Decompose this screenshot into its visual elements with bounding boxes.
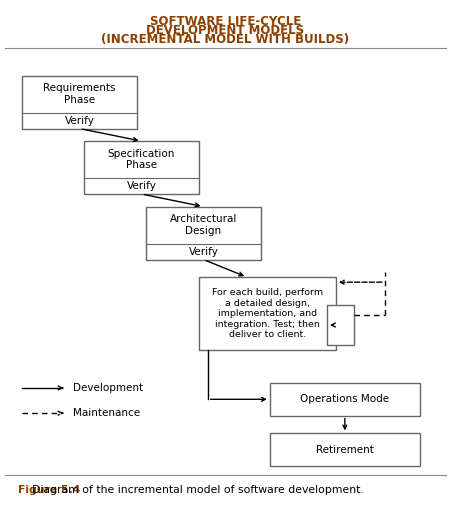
Text: Operations Mode: Operations Mode xyxy=(300,394,389,405)
Text: Requirements
Phase: Requirements Phase xyxy=(43,83,116,105)
Text: Specification
Phase: Specification Phase xyxy=(108,149,175,171)
Bar xyxy=(84,141,199,194)
Bar xyxy=(270,433,420,466)
Bar xyxy=(270,383,420,416)
Text: SOFTWARE LIFE-CYCLE: SOFTWARE LIFE-CYCLE xyxy=(150,15,301,28)
Text: Verify: Verify xyxy=(189,247,218,256)
Bar xyxy=(22,76,137,128)
Text: Figure 5.4: Figure 5.4 xyxy=(18,485,80,494)
Text: Maintenance: Maintenance xyxy=(73,408,140,418)
Bar xyxy=(199,277,336,350)
Text: Diagram of the incremental model of software development.: Diagram of the incremental model of soft… xyxy=(18,485,364,494)
Text: For each build, perform
a detailed design,
implementation, and
integration. Test: For each build, perform a detailed desig… xyxy=(212,288,323,339)
Text: Verify: Verify xyxy=(127,181,156,191)
Bar xyxy=(327,305,354,345)
Text: Development: Development xyxy=(73,383,143,393)
Text: Verify: Verify xyxy=(64,116,95,125)
Text: (INCREMENTAL MODEL WITH BUILDS): (INCREMENTAL MODEL WITH BUILDS) xyxy=(101,33,350,46)
Text: Architectural
Design: Architectural Design xyxy=(170,214,237,236)
Text: Retirement: Retirement xyxy=(316,445,374,455)
Text: DEVELOPMENT MODELS: DEVELOPMENT MODELS xyxy=(147,24,304,37)
Bar xyxy=(146,207,261,260)
